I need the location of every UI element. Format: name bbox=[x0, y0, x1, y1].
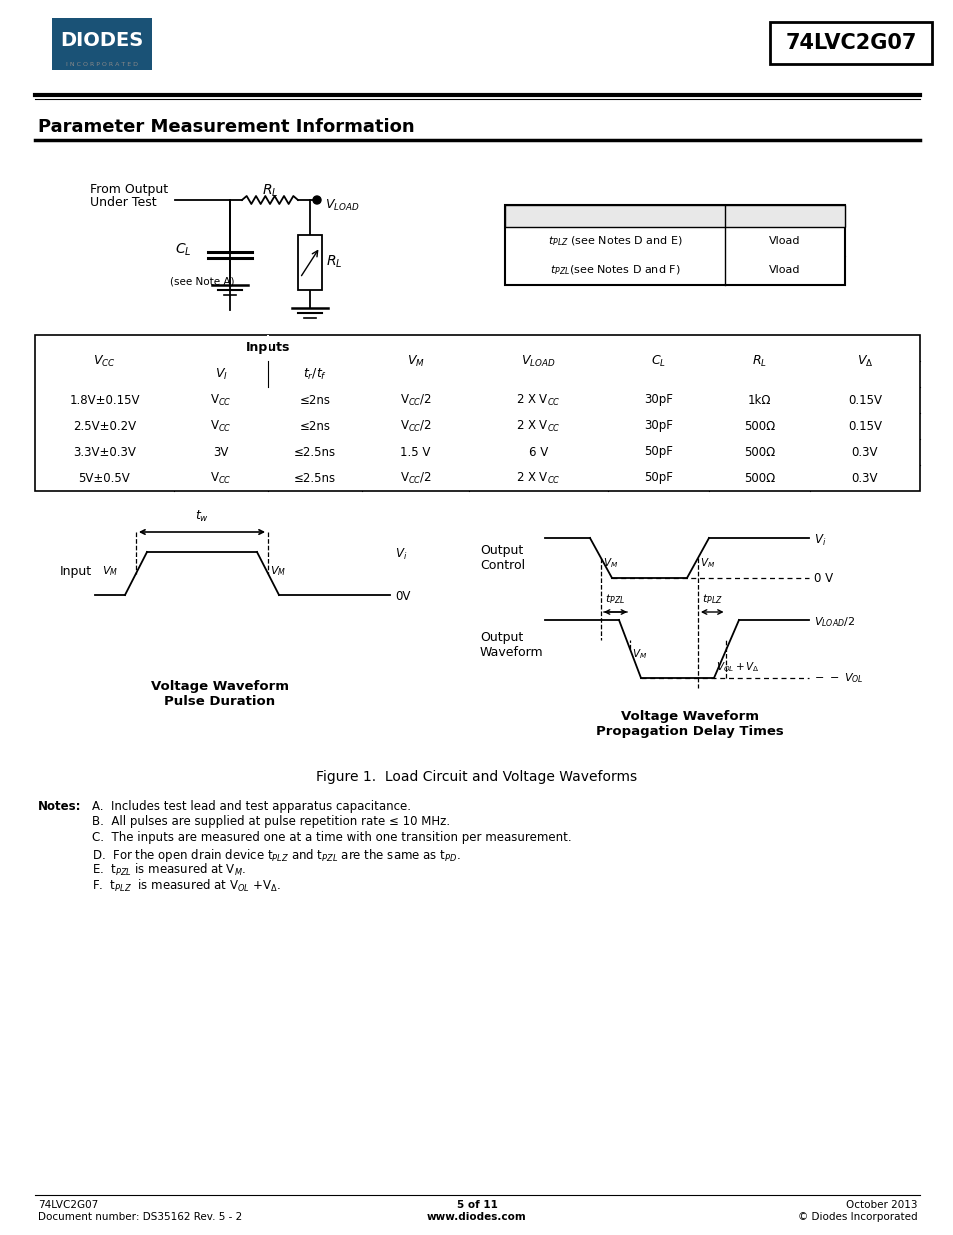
Text: 1.5 V: 1.5 V bbox=[400, 446, 430, 458]
Text: $t_{PZL}$: $t_{PZL}$ bbox=[605, 593, 625, 606]
Bar bbox=[769, 22, 931, 64]
Text: 50pF: 50pF bbox=[643, 472, 672, 484]
Bar bbox=[504, 205, 844, 227]
Text: Output
Waveform: Output Waveform bbox=[479, 631, 543, 659]
Text: Parameter Measurement Information: Parameter Measurement Information bbox=[38, 119, 415, 136]
Text: 2 X V$_{CC}$: 2 X V$_{CC}$ bbox=[516, 471, 560, 485]
Text: $V_{LOAD}$: $V_{LOAD}$ bbox=[520, 353, 556, 368]
Text: $t_{PLZ}$ (see Notes D and E): $t_{PLZ}$ (see Notes D and E) bbox=[547, 235, 681, 248]
Text: V$_{CC}$/2: V$_{CC}$/2 bbox=[399, 393, 431, 408]
Text: 500Ω: 500Ω bbox=[743, 472, 774, 484]
Bar bbox=[52, 19, 152, 70]
Text: 74LVC2G07: 74LVC2G07 bbox=[784, 33, 916, 53]
Text: V$_{CC}$: V$_{CC}$ bbox=[210, 393, 232, 408]
Text: 2.5V±0.2V: 2.5V±0.2V bbox=[72, 420, 136, 432]
Text: From Output: From Output bbox=[90, 183, 168, 196]
Text: $V_M$: $V_M$ bbox=[102, 564, 118, 578]
Text: 30pF: 30pF bbox=[643, 420, 672, 432]
Text: A.  Includes test lead and test apparatus capacitance.: A. Includes test lead and test apparatus… bbox=[91, 800, 411, 813]
Text: $t_r/t_f$: $t_r/t_f$ bbox=[303, 367, 327, 382]
Text: 1.8V±0.15V: 1.8V±0.15V bbox=[70, 394, 139, 406]
Text: $R_L$: $R_L$ bbox=[261, 183, 278, 199]
Text: 0.3V: 0.3V bbox=[851, 446, 878, 458]
Text: Voltage Waveform
Propagation Delay Times: Voltage Waveform Propagation Delay Times bbox=[596, 710, 783, 739]
Text: $C_L$: $C_L$ bbox=[650, 353, 665, 368]
Text: $V_{LOAD}$: $V_{LOAD}$ bbox=[325, 198, 359, 212]
Text: $V_{CC}$: $V_{CC}$ bbox=[93, 353, 115, 368]
Text: F.  t$_{PLZ}$  is measured at V$_{OL}$ +V$_{Δ}$.: F. t$_{PLZ}$ is measured at V$_{OL}$ +V$… bbox=[91, 878, 280, 894]
Text: 30pF: 30pF bbox=[643, 394, 672, 406]
Text: 500Ω: 500Ω bbox=[743, 420, 774, 432]
Text: $R_L$: $R_L$ bbox=[326, 254, 342, 270]
Text: V$_{CC}$: V$_{CC}$ bbox=[210, 471, 232, 485]
Text: 3V: 3V bbox=[213, 446, 229, 458]
Text: $V_M$: $V_M$ bbox=[602, 556, 618, 569]
Text: $V_M$: $V_M$ bbox=[631, 647, 646, 661]
Text: 1kΩ: 1kΩ bbox=[747, 394, 770, 406]
Text: $t_{PLZ}$: $t_{PLZ}$ bbox=[701, 593, 722, 606]
Text: ≤2ns: ≤2ns bbox=[299, 394, 330, 406]
Text: V$_{CC}$: V$_{CC}$ bbox=[210, 419, 232, 433]
Text: 0V: 0V bbox=[395, 590, 410, 604]
Text: Under Test: Under Test bbox=[90, 196, 156, 209]
Text: 500Ω: 500Ω bbox=[743, 446, 774, 458]
Text: Input: Input bbox=[60, 566, 92, 578]
Text: 5V±0.5V: 5V±0.5V bbox=[78, 472, 131, 484]
Text: $V_{OL}+V_{\Delta}$: $V_{OL}+V_{\Delta}$ bbox=[716, 661, 760, 674]
Text: Voltage Waveform
Pulse Duration: Voltage Waveform Pulse Duration bbox=[151, 680, 289, 708]
Text: Output
Control: Output Control bbox=[479, 543, 524, 572]
Text: $t_{PZL}$(see Notes D and F): $t_{PZL}$(see Notes D and F) bbox=[549, 263, 679, 277]
Text: $V_M$: $V_M$ bbox=[406, 353, 424, 368]
Text: ≤2.5ns: ≤2.5ns bbox=[294, 446, 335, 458]
Text: 2 X V$_{CC}$: 2 X V$_{CC}$ bbox=[516, 393, 560, 408]
Text: E.  t$_{PZL}$ is measured at V$_M$.: E. t$_{PZL}$ is measured at V$_M$. bbox=[91, 862, 246, 878]
Text: ≤2.5ns: ≤2.5ns bbox=[294, 472, 335, 484]
Text: $V_M$: $V_M$ bbox=[270, 564, 286, 578]
Bar bbox=[297, 235, 322, 290]
Text: $-\ -\ V_{OL}$: $-\ -\ V_{OL}$ bbox=[813, 671, 862, 685]
Text: $V_{LOAD}/2$: $V_{LOAD}/2$ bbox=[813, 615, 854, 629]
Text: B.  All pulses are supplied at pulse repetition rate ≤ 10 MHz.: B. All pulses are supplied at pulse repe… bbox=[91, 815, 450, 829]
Text: 0.15V: 0.15V bbox=[847, 394, 882, 406]
Text: 0.3V: 0.3V bbox=[851, 472, 878, 484]
Text: 3.3V±0.3V: 3.3V±0.3V bbox=[73, 446, 135, 458]
Text: D.  For the open drain device t$_{PLZ}$ and t$_{PZL}$ are the same as t$_{PD}$.: D. For the open drain device t$_{PLZ}$ a… bbox=[91, 846, 460, 863]
Text: Figure 1.  Load Circuit and Voltage Waveforms: Figure 1. Load Circuit and Voltage Wavef… bbox=[316, 769, 637, 784]
Text: Condition: Condition bbox=[751, 210, 818, 222]
Text: Vload: Vload bbox=[768, 266, 800, 275]
Text: Notes:: Notes: bbox=[38, 800, 81, 813]
Text: $V_i$: $V_i$ bbox=[395, 546, 407, 562]
Text: C.  The inputs are measured one at a time with one transition per measurement.: C. The inputs are measured one at a time… bbox=[91, 831, 571, 844]
Bar bbox=[35, 335, 919, 492]
Text: October 2013
© Diodes Incorporated: October 2013 © Diodes Incorporated bbox=[798, 1200, 917, 1221]
Text: (see Note A): (see Note A) bbox=[170, 277, 234, 287]
Text: ≤2ns: ≤2ns bbox=[299, 420, 330, 432]
Text: $V_I$: $V_I$ bbox=[214, 367, 227, 382]
Text: Vload: Vload bbox=[768, 236, 800, 246]
Text: $V_i$: $V_i$ bbox=[813, 532, 825, 547]
Text: 50pF: 50pF bbox=[643, 446, 672, 458]
Text: $t_w$: $t_w$ bbox=[194, 509, 209, 524]
Text: 74LVC2G07
Document number: DS35162 Rev. 5 - 2: 74LVC2G07 Document number: DS35162 Rev. … bbox=[38, 1200, 242, 1221]
Text: $V_M$: $V_M$ bbox=[700, 556, 715, 569]
Text: Inputs: Inputs bbox=[246, 342, 290, 354]
Text: $C_L$: $C_L$ bbox=[175, 242, 192, 258]
Text: $V_{\Delta}$: $V_{\Delta}$ bbox=[856, 353, 872, 368]
Text: 5 of 11
www.diodes.com: 5 of 11 www.diodes.com bbox=[427, 1200, 526, 1221]
Text: V$_{CC}$/2: V$_{CC}$/2 bbox=[399, 419, 431, 433]
Bar bbox=[504, 205, 844, 285]
Text: DIODES: DIODES bbox=[60, 31, 144, 49]
Text: V$_{CC}$/2: V$_{CC}$/2 bbox=[399, 471, 431, 485]
Text: TEST: TEST bbox=[597, 210, 632, 222]
Circle shape bbox=[313, 196, 320, 204]
Text: 6 V: 6 V bbox=[528, 446, 548, 458]
Text: I N C O R P O R A T E D: I N C O R P O R A T E D bbox=[66, 62, 138, 67]
Text: 0.15V: 0.15V bbox=[847, 420, 882, 432]
Text: 0 V: 0 V bbox=[813, 572, 832, 584]
Bar bbox=[267, 335, 269, 361]
Text: $R_L$: $R_L$ bbox=[751, 353, 766, 368]
Text: 2 X V$_{CC}$: 2 X V$_{CC}$ bbox=[516, 419, 560, 433]
